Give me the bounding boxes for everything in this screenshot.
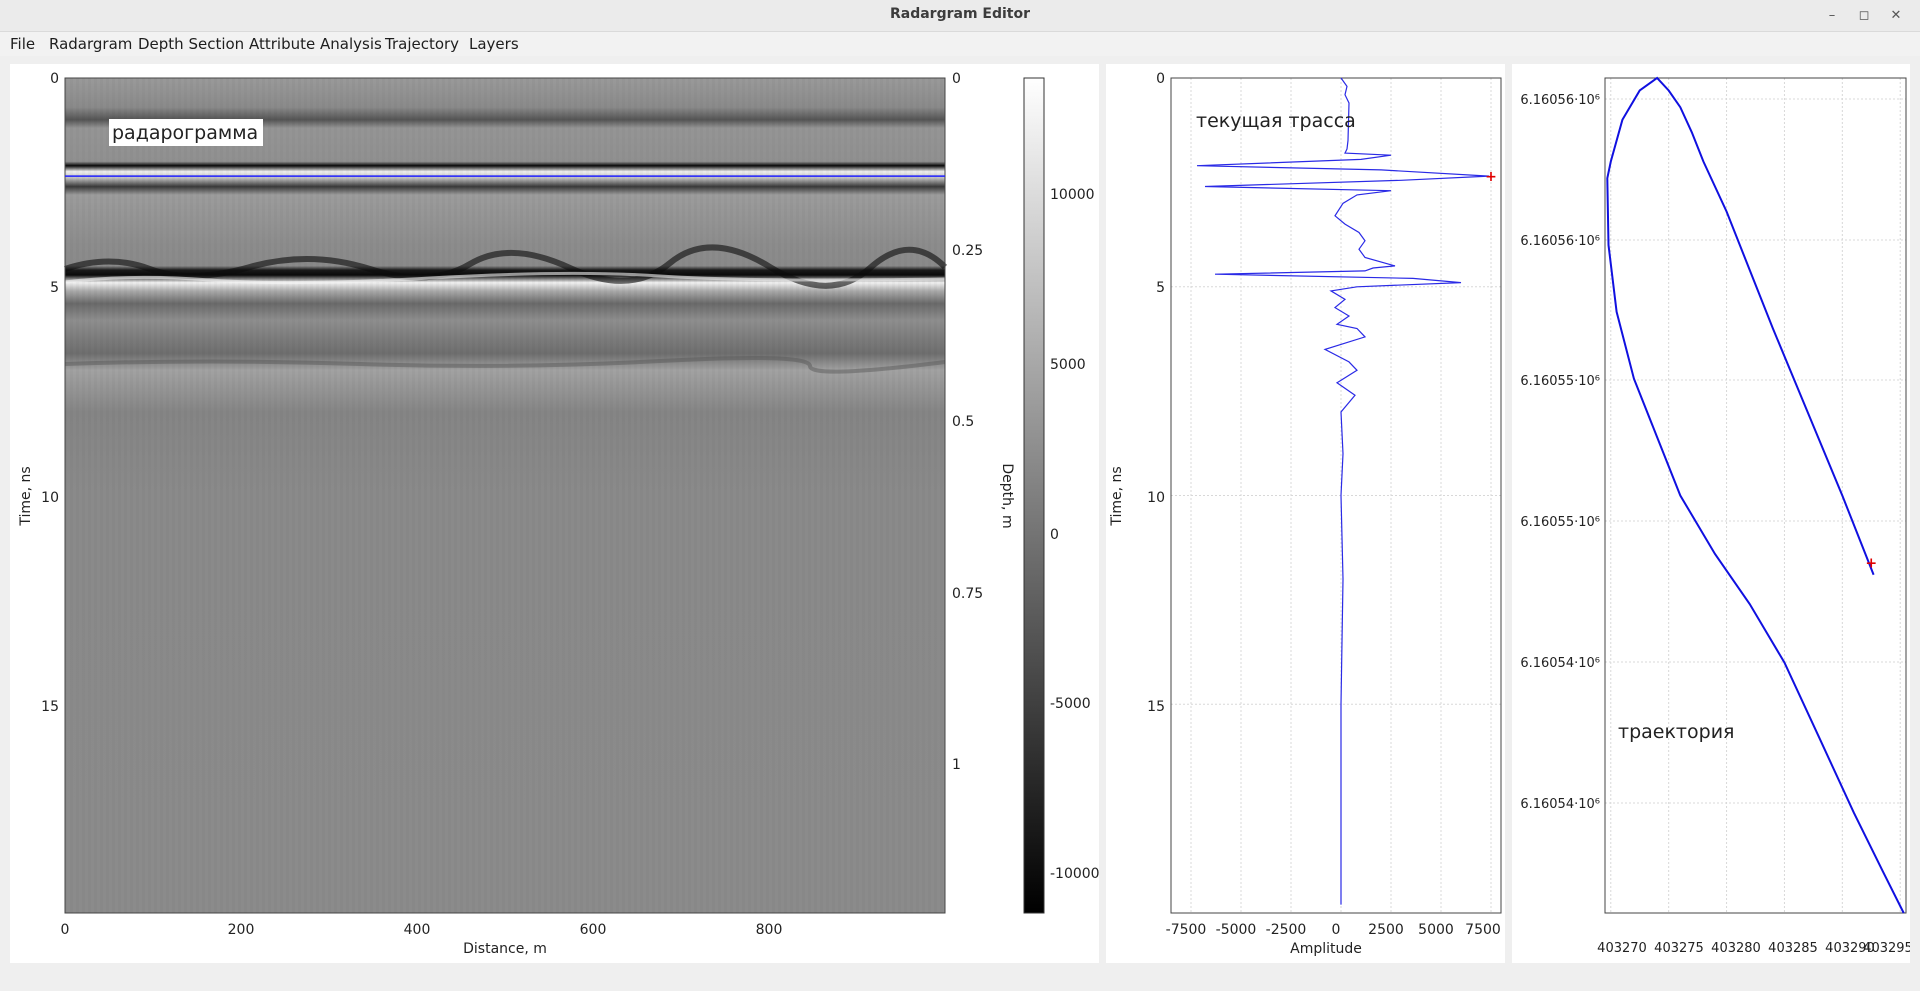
trace-series-line [1196,77,1490,905]
trace-x-tick-7500: 7500 [1465,922,1501,938]
trace-y-tick-15: 15 [1147,699,1165,715]
traj-y-tick-3: 6.16055·10⁶ [1520,515,1600,530]
traj-x-tick-403290: 403290 [1825,941,1875,956]
colorbar-tick-0: 0 [1050,527,1059,543]
window-title: Radargram Editor [889,6,1031,22]
traj-x-tick-403285: 403285 [1768,941,1818,956]
trajectory-cursor-marker[interactable]: + [1865,555,1877,571]
trace-y-axis-label: Time, ns [1109,466,1125,526]
trace-panel: + текущая трасса 0 5 10 15 Time, ns -750… [1106,64,1505,963]
radargram-plot[interactable]: радарограмма 0 5 10 15 Time, ns 0 200 40… [10,64,1100,963]
trace-cursor-marker[interactable]: + [1485,169,1497,185]
trajectory-plot[interactable]: + траектория 6.16056·10⁶ 6.16056·10⁶ 6.1… [1512,64,1913,963]
traj-y-tick-5: 6.16054·10⁶ [1520,797,1600,812]
title-bar: Radargram Editor – ◻ ✕ [0,0,1920,32]
traj-y-tick-0: 6.16056·10⁶ [1520,93,1600,108]
depth-axis-label: Depth, m [999,463,1015,528]
radargram-label-box [109,119,263,146]
traj-x-tick-403280: 403280 [1711,941,1761,956]
trace-plot[interactable]: + текущая трасса 0 5 10 15 Time, ns -750… [1106,64,1505,963]
depth-tick-1: 1 [952,757,961,773]
depth-tick-025: 0.25 [952,243,983,259]
colorbar-tick-10000: 10000 [1050,187,1095,203]
menu-layers[interactable]: Layers [469,35,519,53]
y-tick-15: 15 [41,699,59,715]
maximize-icon[interactable]: ◻ [1858,8,1870,23]
colorbar-tick-minus10000: -10000 [1050,866,1099,882]
traj-x-tick-403295: 403295 [1863,941,1910,956]
traj-x-tick-403275: 403275 [1654,941,1704,956]
traj-x-tick-403270: 403270 [1597,941,1647,956]
y-tick-5: 5 [50,280,59,296]
menu-attribute-analysis[interactable]: Attribute Analysis [249,35,382,53]
y-axis-label: Time, ns [18,466,34,526]
trace-y-tick-10: 10 [1147,490,1165,506]
traj-y-tick-1: 6.16056·10⁶ [1520,234,1600,249]
trace-x-tick-0: 0 [1332,922,1341,938]
trace-x-tick-minus2500: -2500 [1266,922,1307,938]
menu-bar: File Radargram Depth Section Attribute A… [0,32,1920,56]
depth-tick-0: 0 [952,71,961,87]
trace-x-tick-5000: 5000 [1418,922,1454,938]
trajectory-series-line [1606,76,1905,914]
x-tick-400: 400 [404,922,431,938]
x-tick-800: 800 [756,922,783,938]
y-tick-10: 10 [41,490,59,506]
minimize-icon[interactable]: – [1828,8,1836,23]
colorbar [1023,77,1045,914]
traj-y-tick-2: 6.16055·10⁶ [1520,374,1600,389]
trajectory-label: траектория [1618,721,1734,743]
trace-label: текущая трасса [1196,110,1356,132]
trace-x-tick-minus7500: -7500 [1166,922,1207,938]
trace-x-axis-label: Amplitude [1290,941,1362,957]
traj-y-tick-4: 6.16054·10⁶ [1520,656,1600,671]
y-tick-0: 0 [50,71,59,87]
trace-y-tick-5: 5 [1156,280,1165,296]
menu-radargram[interactable]: Radargram [49,35,133,53]
trajectory-panel: + траектория 6.16056·10⁶ 6.16056·10⁶ 6.1… [1512,64,1913,963]
close-icon[interactable]: ✕ [1890,8,1902,23]
menu-depth-section[interactable]: Depth Section [138,35,245,53]
menu-file[interactable]: File [10,35,36,53]
radargram-label: радарограмма [112,122,258,144]
x-axis-label: Distance, m [463,941,547,957]
x-tick-200: 200 [228,922,255,938]
depth-tick-075: 0.75 [952,586,983,602]
colorbar-tick-5000: 5000 [1050,357,1086,373]
trace-x-tick-minus5000: -5000 [1216,922,1257,938]
x-tick-600: 600 [580,922,607,938]
x-tick-0: 0 [61,922,70,938]
trace-x-tick-2500: 2500 [1368,922,1404,938]
depth-tick-05: 0.5 [952,414,974,430]
trace-y-tick-0: 0 [1156,71,1165,87]
radargram-panel: радарограмма 0 5 10 15 Time, ns 0 200 40… [10,64,1100,963]
menu-trajectory[interactable]: Trajectory [385,35,460,53]
colorbar-tick-minus5000: -5000 [1050,696,1091,712]
